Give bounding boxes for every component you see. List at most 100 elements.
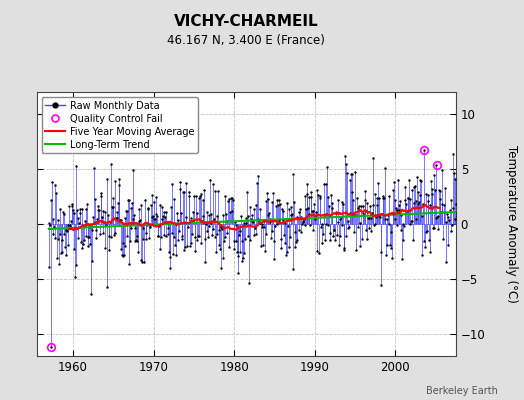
Point	[328, 204, 336, 211]
Point	[187, 215, 195, 221]
Point	[386, 242, 394, 248]
Point	[373, 202, 381, 209]
Point	[357, 203, 365, 210]
Point	[373, 195, 381, 201]
Point	[414, 200, 422, 207]
Point	[411, 183, 419, 189]
Point	[141, 230, 150, 236]
Legend: Raw Monthly Data, Quality Control Fail, Five Year Moving Average, Long-Term Tren: Raw Monthly Data, Quality Control Fail, …	[41, 97, 198, 153]
Point	[378, 192, 387, 199]
Point	[100, 218, 108, 225]
Point	[213, 213, 221, 219]
Point	[133, 238, 141, 244]
Point	[343, 170, 351, 177]
Point	[194, 232, 202, 239]
Point	[118, 251, 126, 258]
Point	[323, 164, 331, 170]
Point	[72, 162, 81, 169]
Point	[89, 213, 97, 220]
Point	[57, 237, 66, 243]
Point	[242, 219, 250, 226]
Point	[453, 210, 462, 217]
Point	[121, 215, 129, 221]
Point	[385, 193, 393, 199]
Point	[121, 243, 129, 250]
Point	[256, 206, 264, 212]
Point	[156, 246, 165, 252]
Point	[119, 240, 127, 246]
Point	[93, 216, 101, 222]
Point	[345, 224, 353, 230]
Point	[102, 176, 111, 182]
Point	[227, 194, 235, 201]
Point	[413, 174, 421, 181]
Point	[78, 206, 86, 212]
Point	[362, 236, 370, 243]
Point	[261, 248, 269, 254]
Point	[114, 200, 122, 206]
Point	[242, 215, 250, 222]
Point	[112, 215, 120, 221]
Point	[123, 208, 131, 214]
Point	[171, 252, 180, 258]
Point	[204, 223, 213, 229]
Point	[243, 189, 251, 196]
Point	[58, 249, 67, 255]
Point	[225, 244, 234, 250]
Point	[345, 210, 354, 216]
Point	[177, 210, 185, 216]
Point	[170, 196, 179, 202]
Point	[157, 216, 166, 222]
Point	[321, 221, 330, 227]
Point	[59, 211, 68, 217]
Point	[54, 216, 62, 223]
Point	[57, 250, 65, 256]
Point	[321, 237, 329, 244]
Text: VICHY-CHARMEIL: VICHY-CHARMEIL	[174, 14, 319, 29]
Point	[139, 224, 148, 231]
Point	[396, 198, 405, 204]
Point	[392, 205, 400, 211]
Point	[140, 259, 148, 265]
Point	[375, 195, 383, 201]
Point	[73, 235, 82, 241]
Point	[437, 208, 445, 215]
Point	[187, 240, 195, 247]
Point	[111, 230, 119, 236]
Point	[440, 208, 449, 215]
Point	[123, 233, 132, 240]
Point	[221, 193, 230, 199]
Point	[160, 209, 169, 216]
Point	[368, 202, 377, 208]
Point	[223, 218, 231, 224]
Point	[62, 251, 70, 258]
Point	[354, 205, 363, 212]
Point	[430, 172, 438, 178]
Point	[90, 165, 99, 171]
Point	[207, 211, 215, 218]
Point	[149, 199, 158, 205]
Point	[237, 213, 245, 220]
Point	[290, 244, 299, 250]
Point	[85, 234, 93, 240]
Point	[251, 225, 259, 232]
Point	[430, 225, 439, 232]
Point	[318, 239, 326, 246]
Point	[233, 253, 242, 260]
Point	[382, 252, 390, 258]
Point	[258, 224, 267, 230]
Point	[337, 222, 346, 228]
Point	[413, 189, 422, 195]
Point	[269, 190, 277, 196]
Point	[164, 231, 172, 237]
Point	[178, 232, 187, 239]
Point	[157, 234, 165, 241]
Point	[316, 224, 325, 231]
Point	[449, 151, 457, 157]
Point	[66, 222, 74, 228]
Point	[208, 232, 216, 238]
Point	[203, 228, 212, 234]
Point	[442, 259, 450, 265]
Point	[66, 222, 74, 229]
Point	[213, 231, 222, 237]
